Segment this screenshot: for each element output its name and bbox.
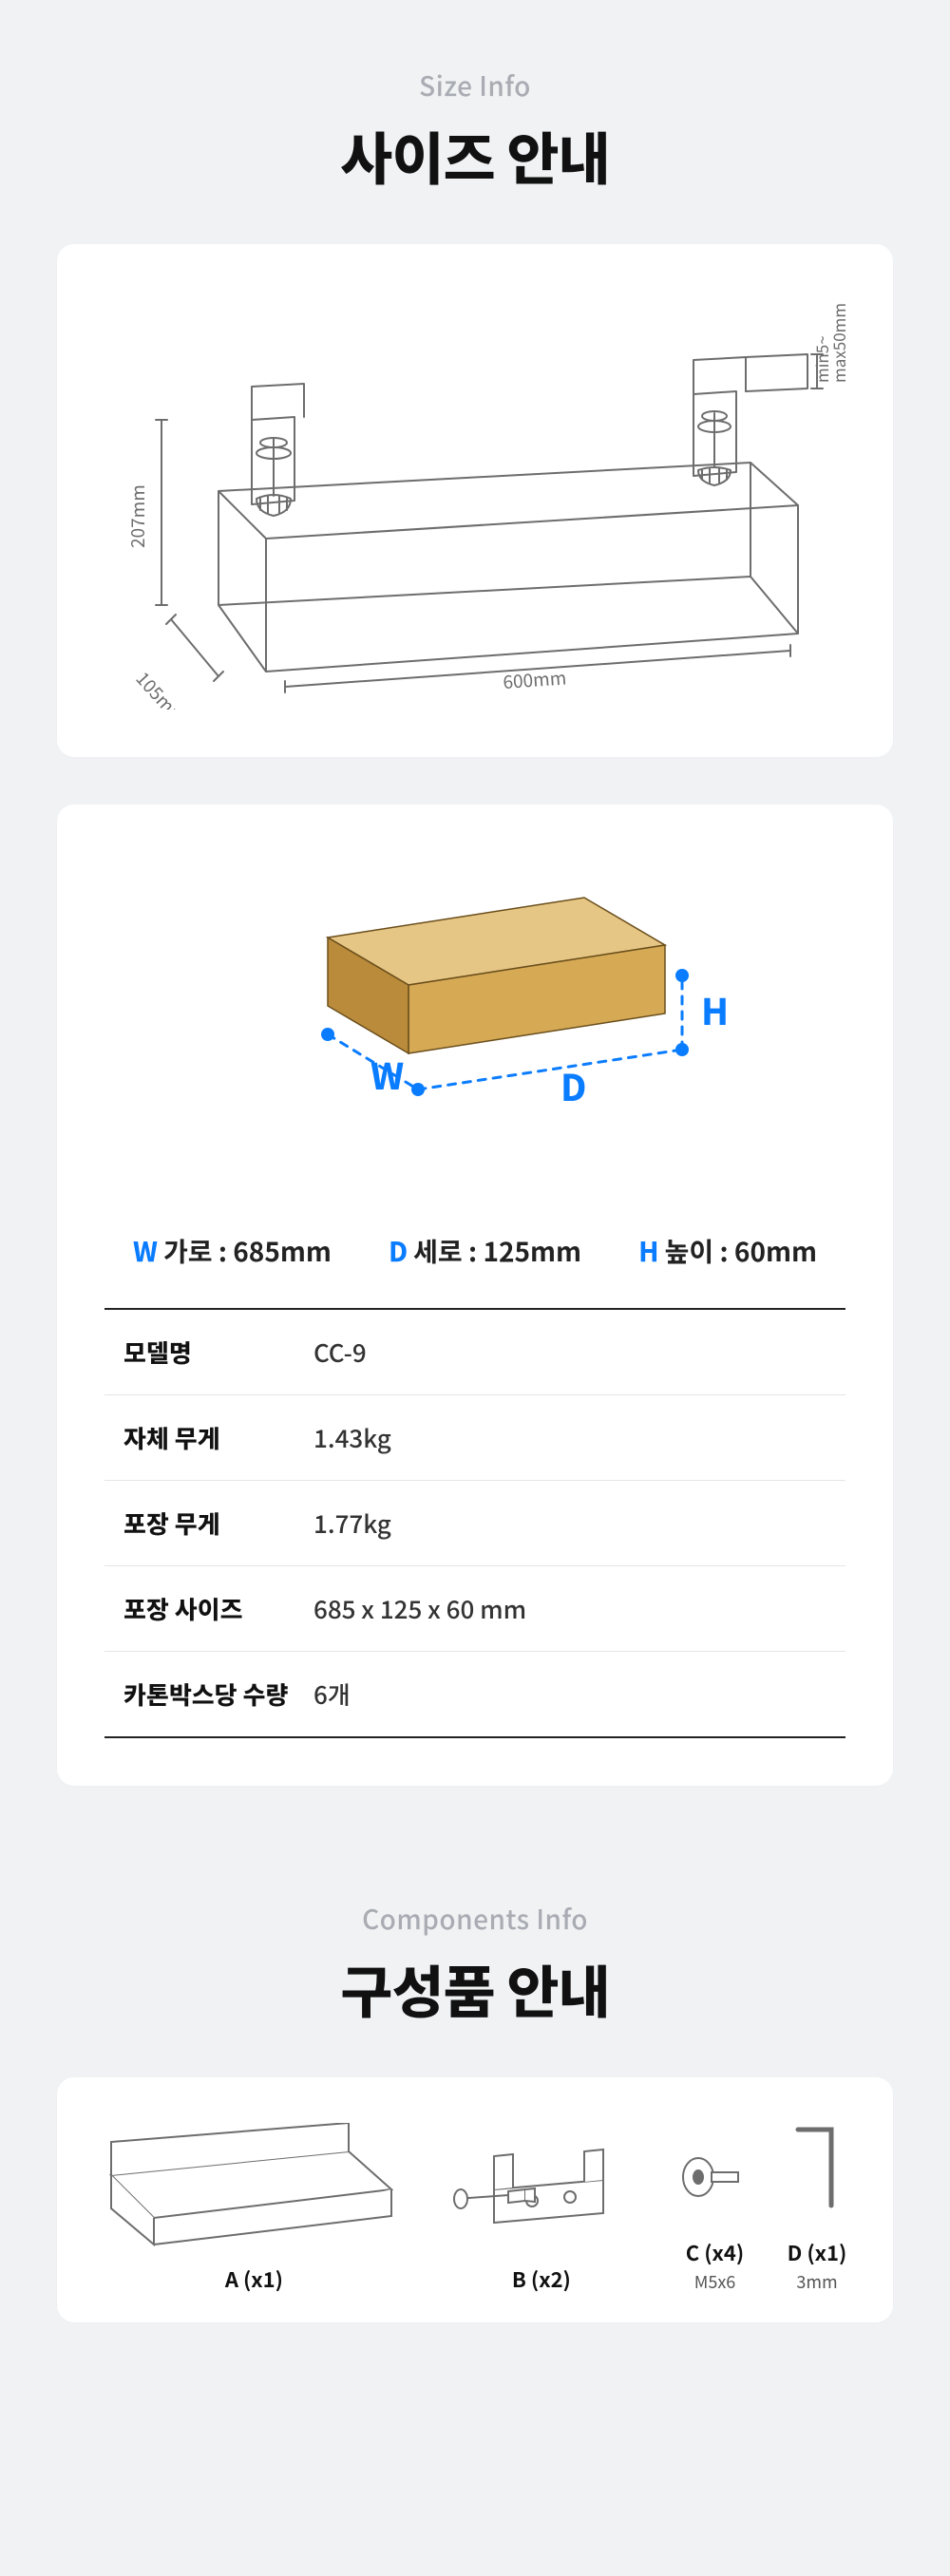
- spec-key: 모델명: [104, 1310, 304, 1394]
- dim-d-letter: D: [389, 1232, 408, 1270]
- components-card: A (x1): [57, 2077, 893, 2322]
- box-diagram-wrap: W D H: [104, 852, 846, 1203]
- size-title: 사이즈 안내: [19, 114, 931, 197]
- dim-height: 207mm: [124, 484, 150, 548]
- component-c: C (x4) M5x6: [670, 2134, 760, 2294]
- dims-row: W가로 : 685mm D세로 : 125mm H높이 : 60mm: [104, 1203, 846, 1308]
- box-label-h: H: [701, 983, 729, 1035]
- components-row: A (x1): [95, 2115, 855, 2294]
- dim-w-letter: W: [133, 1232, 158, 1270]
- drawing-card: 207mm 105mm 600mm min5~max50mm: [57, 244, 893, 757]
- size-eyebrow: Size Info: [19, 66, 931, 104]
- box-spec-card: W D H W가로 : 685mm D세로 : 125mm H높이 : 60mm…: [57, 805, 893, 1786]
- component-b: B (x2): [432, 2132, 651, 2294]
- spec-key: 카톤박스당 수량: [104, 1652, 304, 1736]
- box-diagram: W D H: [180, 852, 770, 1203]
- dim-depth: 105mm: [131, 666, 193, 710]
- table-row: 자체 무게 1.43kg: [104, 1395, 846, 1481]
- spec-val: 1.77kg: [304, 1481, 401, 1565]
- component-c-icon: [670, 2134, 760, 2220]
- drawing-wrap: 207mm 105mm 600mm min5~max50mm: [104, 292, 846, 710]
- component-a-icon: [102, 2123, 406, 2246]
- page: Size Info 사이즈 안내: [0, 0, 950, 2408]
- dim-h: H높이 : 60mm: [638, 1232, 817, 1270]
- components-eyebrow: Components Info: [19, 1900, 931, 1938]
- components-section-header: Components Info 구성품 안내: [0, 1833, 950, 2077]
- product-drawing: 207mm 105mm 600mm min5~max50mm: [104, 292, 846, 710]
- table-row: 포장 무게 1.77kg: [104, 1481, 846, 1566]
- dim-thickness: min5~max50mm: [809, 303, 846, 383]
- component-a: A (x1): [95, 2123, 413, 2294]
- dim-w: W가로 : 685mm: [133, 1232, 332, 1270]
- spec-key: 포장 무게: [104, 1481, 304, 1565]
- component-b-icon: [442, 2132, 641, 2246]
- component-d-label: D (x1): [788, 2237, 847, 2267]
- spec-val: 6개: [304, 1652, 360, 1736]
- component-c-sub: M5x6: [694, 2269, 736, 2294]
- dim-w-label: 가로 : 685mm: [163, 1232, 332, 1270]
- dim-h-label: 높이 : 60mm: [665, 1232, 817, 1270]
- table-row: 카톤박스당 수량 6개: [104, 1652, 846, 1736]
- table-row: 모델명 CC-9: [104, 1310, 846, 1395]
- box-label-d: D: [560, 1059, 586, 1111]
- components-title: 구성품 안내: [19, 1947, 931, 2030]
- component-a-label: A (x1): [225, 2263, 283, 2294]
- spec-key: 자체 무게: [104, 1395, 304, 1480]
- spec-val: 685 x 125 x 60 mm: [304, 1566, 536, 1651]
- spec-val: 1.43kg: [304, 1395, 401, 1480]
- dim-h-letter: H: [638, 1232, 658, 1270]
- spec-val: CC-9: [304, 1310, 376, 1394]
- spec-key: 포장 사이즈: [104, 1566, 304, 1651]
- dim-width: 600mm: [503, 664, 568, 694]
- box-label-w: W: [370, 1048, 404, 1100]
- dim-d-label: 세로 : 125mm: [413, 1232, 581, 1270]
- component-d: D (x1) 3mm: [779, 2115, 855, 2294]
- dim-d: D세로 : 125mm: [389, 1232, 581, 1270]
- component-b-label: B (x2): [512, 2263, 571, 2294]
- spec-table: 모델명 CC-9 자체 무게 1.43kg 포장 무게 1.77kg 포장 사이…: [104, 1308, 846, 1738]
- component-d-sub: 3mm: [796, 2269, 837, 2294]
- table-row: 포장 사이즈 685 x 125 x 60 mm: [104, 1566, 846, 1652]
- component-c-label: C (x4): [686, 2237, 744, 2267]
- component-d-icon: [779, 2115, 855, 2220]
- size-section-header: Size Info 사이즈 안내: [0, 0, 950, 244]
